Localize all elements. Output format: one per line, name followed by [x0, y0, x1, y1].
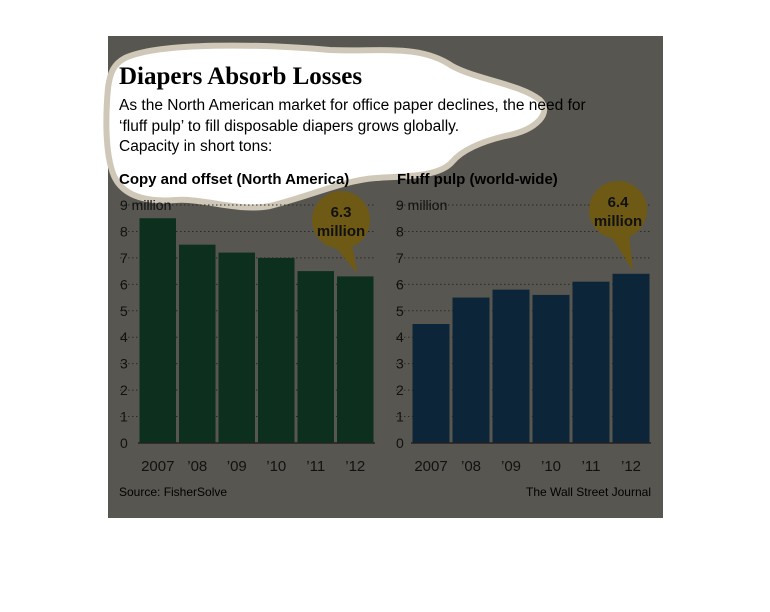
right-chart-title: Fluff pulp (world-wide)	[397, 171, 558, 188]
left-chart: 0 1 2 3 4 5 6 7 8 9 million 2007 ’08 ’09 ’10 ’11 ’12 6.3…	[120, 191, 376, 475]
y-tick-label: 8	[396, 223, 404, 239]
subtitle-line-2: ‘fluff pulp’ to fill disposable diapers …	[119, 118, 459, 135]
x-tick-label: ’08	[461, 458, 481, 475]
y-tick-label: 0	[120, 435, 128, 451]
y-tick-label: 5	[396, 303, 404, 319]
bar	[492, 289, 530, 443]
y-tick-label: 3	[120, 356, 128, 372]
subtitle-line-3: Capacity in short tons:	[119, 138, 272, 155]
bar	[452, 297, 490, 443]
bar	[297, 271, 334, 443]
x-tick-label: 2007	[414, 458, 447, 475]
chart-title: Diapers Absorb Losses	[119, 63, 362, 90]
left-chart-title: Copy and offset (North America)	[119, 171, 349, 188]
right-chart: 0 1 2 3 4 5 6 7 8 9 million 2007 ’08 ’09 ’10 ’11 ’12 6.4…	[396, 181, 652, 475]
y-tick-label: 6	[396, 276, 404, 292]
y-tick-label: 1	[396, 409, 404, 425]
bar	[532, 294, 570, 443]
bar	[139, 218, 176, 443]
y-tick-label: 2	[396, 382, 404, 398]
x-tick-label: ’08	[187, 458, 207, 475]
x-tick-label: ’11	[306, 458, 325, 475]
y-tick-label: 9 million	[120, 197, 171, 213]
y-tick-label: 0	[396, 435, 404, 451]
credit-note: The Wall Street Journal	[526, 485, 651, 499]
subtitle-line-1: As the North American market for office …	[119, 97, 586, 114]
y-tick-label: 3	[396, 356, 404, 372]
x-tick-label: ’11	[582, 458, 601, 475]
y-tick-label: 5	[120, 303, 128, 319]
bar	[218, 252, 255, 443]
y-tick-label: 4	[120, 329, 128, 345]
x-tick-label: ’12	[621, 458, 641, 475]
bar	[612, 273, 650, 443]
callout-label: million	[317, 223, 365, 240]
y-tick-label: 7	[396, 250, 404, 266]
bar	[179, 244, 216, 443]
title-highlight	[103, 42, 548, 211]
callout-pointer	[332, 243, 358, 274]
x-tick-label: ’09	[227, 458, 247, 475]
y-tick-label: 2	[120, 382, 128, 398]
y-tick-label: 1	[120, 409, 128, 425]
y-tick-label: 4	[396, 329, 404, 345]
bar	[337, 276, 374, 443]
bar	[412, 324, 450, 443]
y-tick-label: 6	[120, 276, 128, 292]
x-tick-label: ’12	[345, 458, 365, 475]
bar	[572, 281, 610, 443]
y-tick-label: 7	[120, 250, 128, 266]
callout-label: million	[594, 213, 642, 230]
bar	[258, 257, 295, 443]
callout-pointer	[609, 233, 633, 271]
x-tick-label: ’10	[266, 458, 286, 475]
callout-bubble	[589, 181, 647, 239]
callout-label: 6.4	[608, 194, 630, 211]
y-tick-label: 8	[120, 223, 128, 239]
x-tick-label: ’09	[501, 458, 521, 475]
callout-bubble	[312, 191, 370, 249]
x-tick-label: ’10	[541, 458, 561, 475]
source-note: Source: FisherSolve	[119, 485, 227, 499]
x-tick-label: 2007	[141, 458, 174, 475]
callout-label: 6.3	[331, 204, 352, 221]
y-tick-label: 9 million	[396, 197, 447, 213]
